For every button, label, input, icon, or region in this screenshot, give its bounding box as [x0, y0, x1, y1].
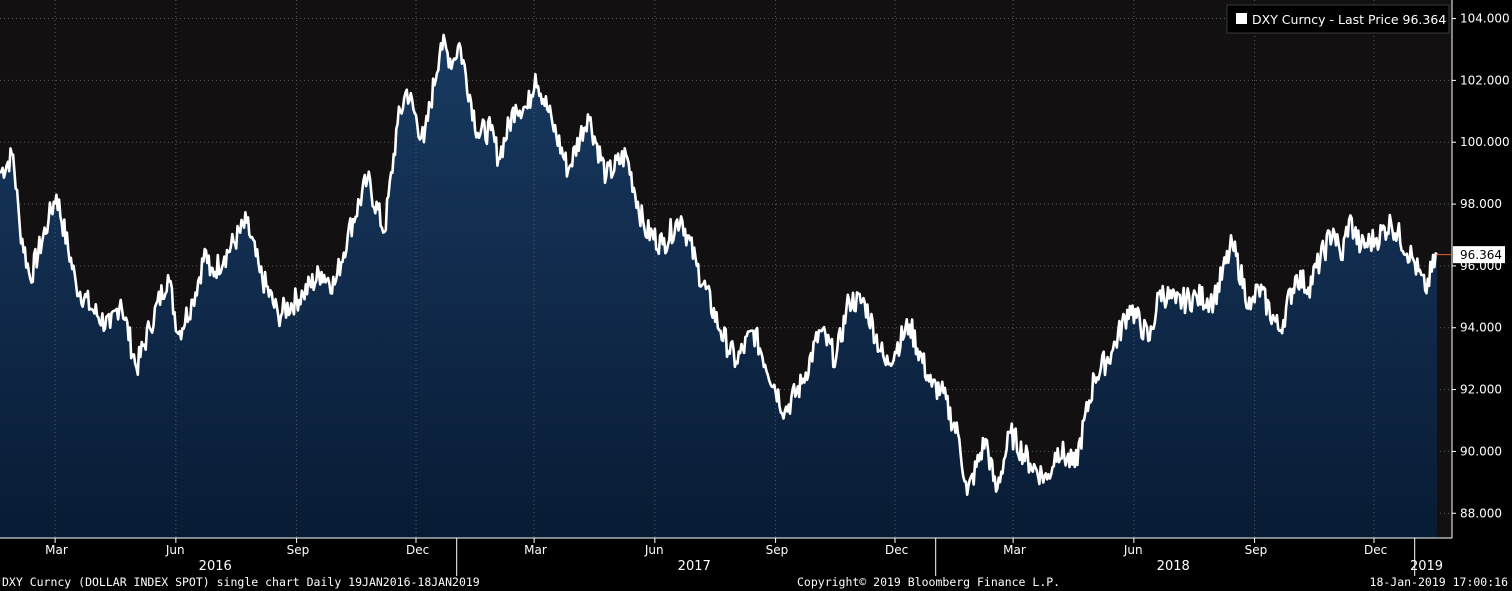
x-tick-label: Mar [1003, 543, 1026, 557]
price-line [0, 33, 1438, 496]
x-axis-ticks: Mar Jun Sep Dec Mar Jun Sep Dec Mar Jun Sep Dec [45, 538, 1387, 557]
x-tick-label: Sep [1245, 543, 1268, 557]
year-label: 2019 [1410, 559, 1443, 574]
y-tick-label: 94.000 [1460, 321, 1502, 335]
legend: DXY Curncy - Last Price 96.364 [1226, 4, 1450, 34]
y-tick-label: 88.000 [1460, 506, 1502, 520]
y-tick-label: 98.000 [1460, 197, 1502, 211]
y-tick-label: 92.000 [1460, 383, 1502, 397]
x-tick-label: Dec [885, 543, 908, 557]
x-tick-label: Dec [1364, 543, 1387, 557]
x-tick-label: Dec [406, 543, 429, 557]
x-tick-label: Jun [165, 543, 185, 557]
price-area [0, 34, 1437, 539]
year-label: 2016 [199, 559, 232, 574]
year-label: 2017 [678, 559, 711, 574]
x-tick-label: Sep [287, 543, 310, 557]
y-tick-label: 90.000 [1460, 444, 1502, 458]
y-axis-ticks: 88.00090.00092.00094.00096.00098.000100.… [1452, 12, 1510, 520]
legend-swatch [1236, 13, 1247, 24]
x-tick-label: Sep [766, 543, 789, 557]
legend-value: 96.364 [1403, 12, 1447, 27]
footer-copyright: Copyright© 2019 Bloomberg Finance L.P. [797, 575, 1060, 589]
x-axis-years: 2016 2017 2018 2019 [199, 538, 1443, 576]
legend-separator: - [1326, 12, 1338, 27]
x-tick-label: Mar [45, 543, 68, 557]
footer-description: DXY Curncy (DOLLAR INDEX SPOT) single ch… [2, 575, 480, 589]
year-label: 2018 [1157, 559, 1190, 574]
y-tick-label: 104.000 [1460, 12, 1510, 26]
footer-timestamp: 18-Jan-2019 17:00:16 [1370, 575, 1509, 589]
y-tick-label: 102.000 [1460, 73, 1510, 87]
last-price-tag: 96.364 [1436, 246, 1505, 264]
legend-label: Last Price [1338, 12, 1399, 27]
last-price-tag-text: 96.364 [1460, 248, 1502, 262]
vertical-grid-lines [54, 0, 1375, 538]
x-tick-label: Jun [1123, 543, 1143, 557]
legend-series: DXY Curncy [1252, 12, 1326, 27]
x-tick-label: Jun [644, 543, 664, 557]
x-tick-label: Mar [524, 543, 547, 557]
y-tick-label: 100.000 [1460, 135, 1510, 149]
svg-text:DXY Curncy - Last Price 96.364: DXY Curncy - Last Price 96.364 [1252, 12, 1446, 27]
